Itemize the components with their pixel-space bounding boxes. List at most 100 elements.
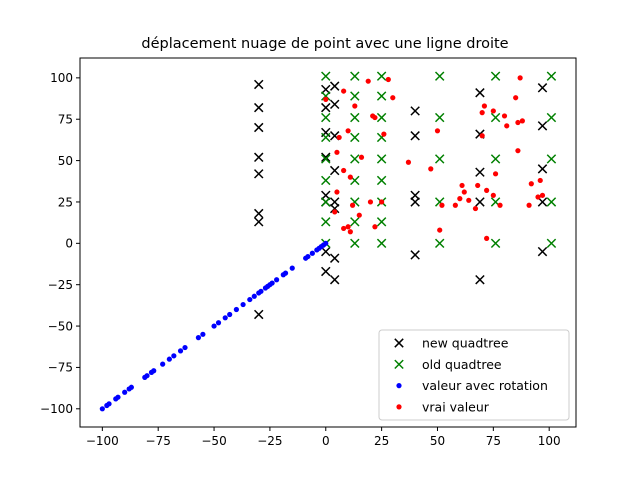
data-point [254,208,264,219]
data-point [341,88,347,94]
data-point [376,91,387,101]
data-point [475,88,485,98]
data-point [546,238,557,249]
data-point [539,192,546,198]
data-point [452,202,458,208]
data-point [434,128,441,134]
x-tick-label: 50 [430,434,445,448]
legend-marker [394,359,404,370]
data-point [350,238,360,249]
data-point [349,202,356,208]
data-point [372,224,378,230]
data-point [321,132,331,143]
data-point [372,114,378,121]
data-point [434,71,445,81]
data-point [385,76,391,83]
x-tick-label: −25 [257,434,282,448]
data-point [410,106,420,116]
series-3 [99,240,329,412]
x-tick-label: 0 [322,434,330,448]
legend-label: vrai valeur [422,399,490,414]
series-1 [254,79,548,320]
x-tick-label: −100 [86,434,119,448]
data-point [546,197,557,207]
data-point [177,348,184,354]
data-point [345,224,351,230]
data-point [410,131,420,141]
data-point [128,384,134,390]
data-point [472,205,479,212]
data-point [367,199,374,205]
data-point [365,78,371,84]
data-point [347,229,353,235]
data-point [289,265,295,271]
data-point [323,96,329,102]
data-point [376,238,387,249]
data-point [490,71,501,81]
data-point [381,131,387,137]
data-point [233,306,239,313]
data-point [457,196,463,202]
data-point [329,165,340,176]
data-point [305,253,311,260]
data-point [115,394,121,400]
data-point [321,154,331,164]
data-point [254,102,264,113]
data-point [528,181,534,187]
data-point [537,177,543,184]
axis-ticks: −100 −75 −50 −25 0 25 50 75 100 −100 −75 −50 −25 0 25 5… [40,71,561,448]
data-point [504,123,510,129]
data-point [481,103,487,109]
data-point [321,246,331,257]
x-tick-label: −50 [201,434,226,448]
y-tick-label: 0 [65,237,73,251]
legend-item: valeur avec rotation [396,378,548,393]
data-point [282,270,289,276]
data-point [410,197,420,207]
data-point [171,353,177,359]
data-point [99,406,105,412]
data-point [334,189,340,195]
data-point [321,217,331,227]
data-point [254,122,264,133]
legend-item: vrai valeur [396,399,490,414]
data-point [309,250,315,256]
series-2 [321,71,557,249]
data-point [106,401,112,407]
legend-marker [396,404,402,410]
data-point [475,197,485,207]
data-point [182,344,188,351]
data-point [254,309,264,320]
data-point [379,199,385,205]
legend-marker [394,338,404,348]
data-point [321,152,331,163]
legend-label: old quadtree [422,357,502,372]
data-point [376,154,387,164]
data-point [546,154,557,164]
data-point [376,175,387,186]
data-point [321,102,331,113]
data-point [269,280,275,286]
data-point [537,83,548,93]
data-point [345,128,351,134]
data-point [356,212,362,218]
data-point [329,275,340,285]
data-point [519,118,525,124]
data-point [200,331,206,337]
y-tick-label: −100 [40,402,73,416]
data-point [329,253,340,263]
data-point [535,194,541,200]
data-point [352,103,358,109]
data-point [329,99,340,110]
data-point [336,134,342,141]
data-point [490,154,501,164]
data-point [475,275,485,285]
data-point [434,112,445,123]
y-tick-label: 75 [58,113,73,127]
plot-marks [99,71,557,412]
data-point [151,368,157,374]
data-point [215,320,222,326]
data-point [484,235,490,241]
data-point [439,202,445,208]
